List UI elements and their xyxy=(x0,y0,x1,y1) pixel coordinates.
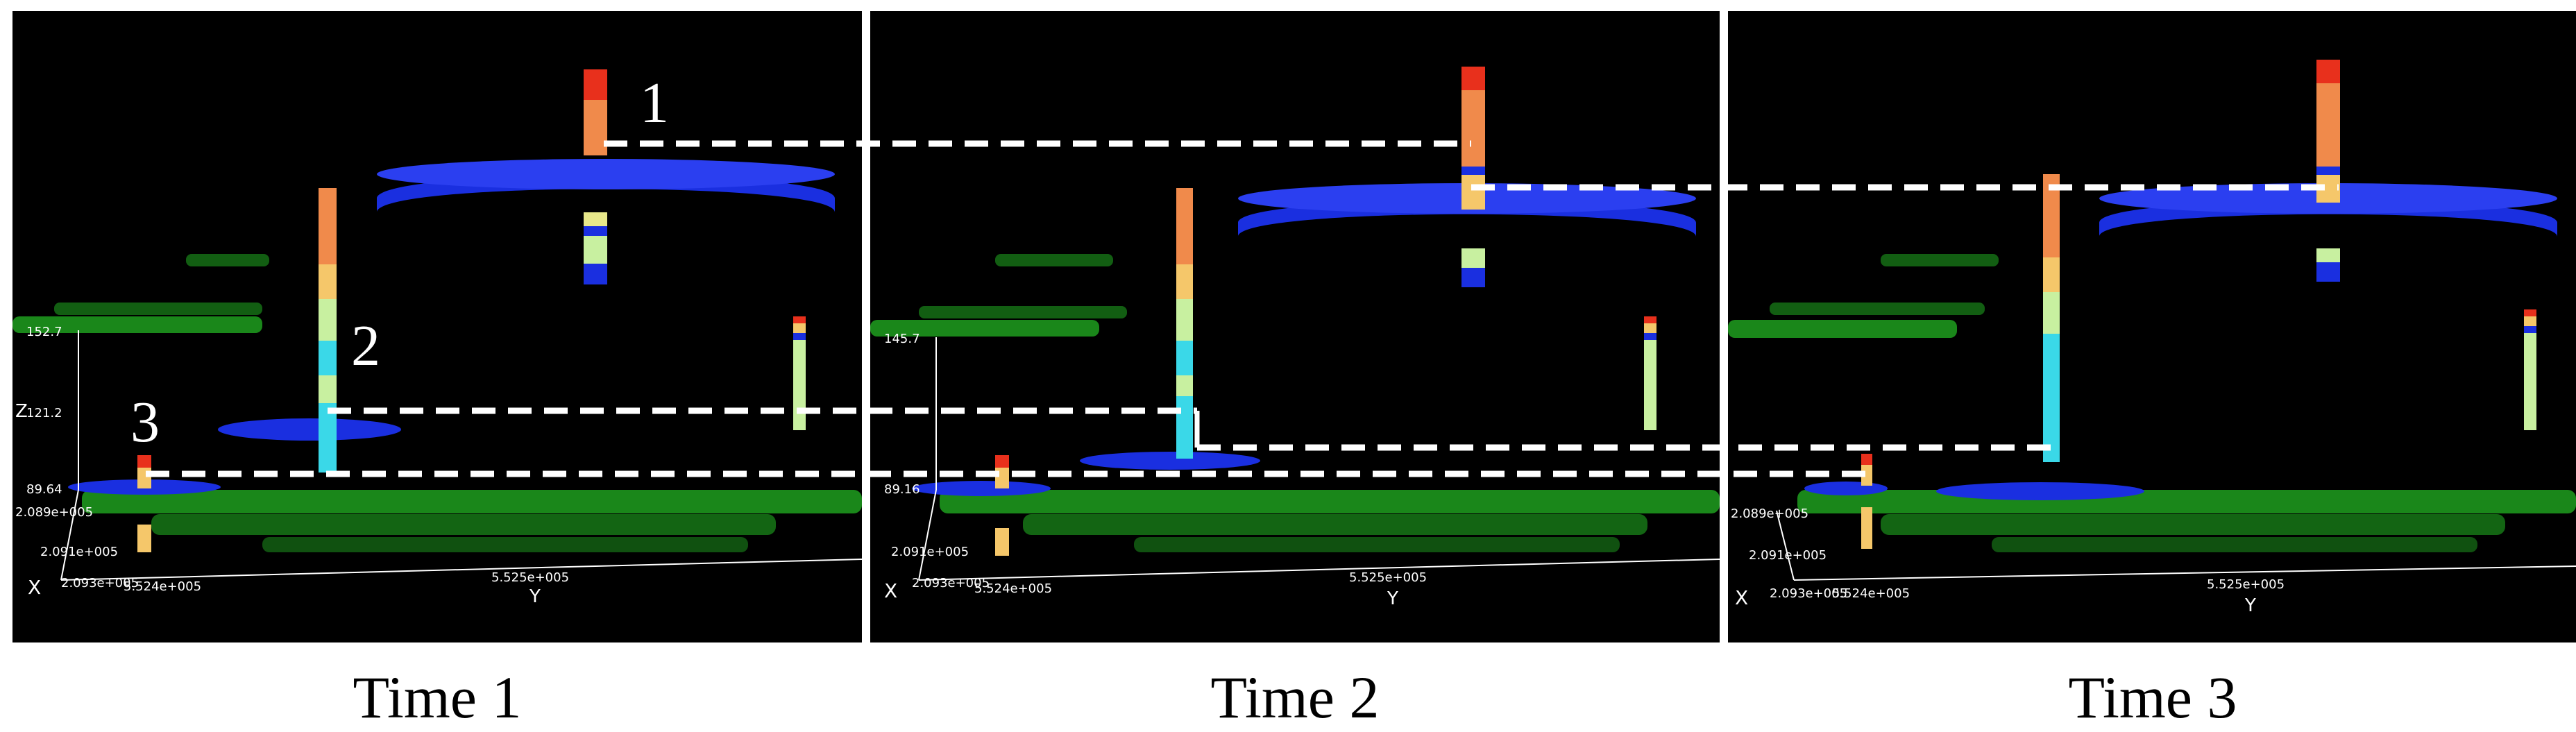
panel-time-3: 2.089e+005 2.091e+005 2.093e+005 X 5.524… xyxy=(1728,11,2576,642)
bar-1 xyxy=(584,69,607,284)
panel-time-2: 145.7 89.16 2.091e+005 2.093e+005 X 5.52… xyxy=(870,11,1720,642)
y-tick-1: 5.524e+005 xyxy=(124,579,201,594)
x-tick-1: 2.089e+005 xyxy=(15,505,93,520)
bar-2 xyxy=(1176,188,1193,459)
panel-time-1: Z 152.7 121.2 89.64 2.089e+005 2.091e+00… xyxy=(12,11,862,642)
z-axis-title: Z xyxy=(15,401,28,422)
x-tick-3: 2.093e+005 xyxy=(1770,586,1847,601)
z-tick-1: 152.7 xyxy=(26,325,62,339)
x-tick-2: 2.091e+005 xyxy=(40,545,118,559)
x-tick-1: 2.089e+005 xyxy=(1731,507,1808,521)
bar-right xyxy=(2524,309,2536,430)
x-axis-title: X xyxy=(1735,586,1748,609)
panel-3-scene: 2.089e+005 2.091e+005 2.093e+005 X 5.524… xyxy=(1728,60,2576,616)
bar-right xyxy=(1644,316,1656,430)
green-cloud-layer xyxy=(870,254,1720,552)
disk-ground xyxy=(912,481,1051,496)
disk-large xyxy=(377,159,835,212)
y-axis-title: Y xyxy=(1387,588,1398,609)
green-cloud-layer xyxy=(12,254,862,552)
x-axis-title: X xyxy=(28,576,41,599)
bar-2 xyxy=(319,188,337,473)
z-tick-2: 89.16 xyxy=(884,482,920,497)
caption-time-2: Time 2 xyxy=(1210,664,1380,731)
x-axis-title: X xyxy=(884,579,897,602)
axes-panel-3 xyxy=(1776,510,2576,581)
label-3: 3 xyxy=(130,390,160,454)
axes-panel-2 xyxy=(918,337,1720,581)
caption-time-1: Time 1 xyxy=(353,664,522,731)
z-tick-2: 121.2 xyxy=(26,406,62,420)
panel-2-scene: 145.7 89.16 2.091e+005 2.093e+005 X 5.52… xyxy=(870,67,1720,609)
y-tick-2: 5.525e+005 xyxy=(491,570,569,585)
green-cloud-layer xyxy=(1728,254,2576,552)
z-tick-3: 89.64 xyxy=(26,482,62,497)
disk-small xyxy=(218,418,401,441)
x-tick-1: 2.091e+005 xyxy=(891,545,969,559)
y-tick-2: 5.525e+005 xyxy=(1349,570,1427,585)
z-tick-1: 145.7 xyxy=(884,332,920,346)
label-1: 1 xyxy=(640,71,669,135)
bar-1 xyxy=(2316,60,2340,282)
y-axis-title: Y xyxy=(2244,595,2256,616)
y-tick-1: 5.524e+005 xyxy=(1832,586,1910,601)
disk-small xyxy=(1936,482,2144,500)
bar-3 xyxy=(1861,454,1872,549)
y-tick-2: 5.525e+005 xyxy=(2207,577,2285,592)
x-tick-3: 2.093e+005 xyxy=(61,576,139,590)
dashed-guides xyxy=(1194,411,1200,448)
caption-time-3: Time 3 xyxy=(2068,664,2237,731)
disk-small xyxy=(1080,452,1260,470)
panel-1-scene: Z 152.7 121.2 89.64 2.089e+005 2.091e+00… xyxy=(12,69,862,607)
y-axis-title: Y xyxy=(529,586,541,607)
bar-1 xyxy=(1461,67,1485,287)
label-2: 2 xyxy=(351,314,380,378)
axes-panel-1 xyxy=(60,330,862,581)
x-tick-2: 2.093e+005 xyxy=(912,576,990,590)
x-tick-2: 2.091e+005 xyxy=(1749,548,1827,563)
y-tick-1: 5.524e+005 xyxy=(974,581,1052,596)
